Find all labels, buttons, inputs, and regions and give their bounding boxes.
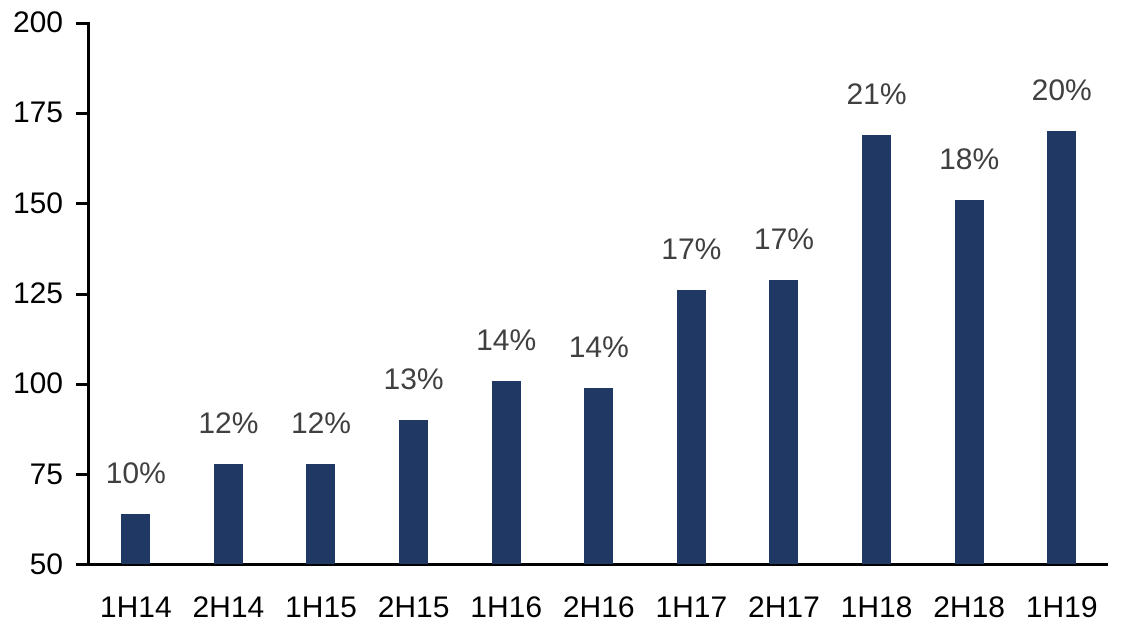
y-tick-label: 175 xyxy=(12,96,63,130)
x-tick-label: 1H18 xyxy=(840,591,913,624)
bar-value-label: 20% xyxy=(1031,74,1092,108)
y-tick-label: 125 xyxy=(12,277,63,310)
bar-value-label: 10% xyxy=(105,457,166,491)
x-tick-label: 2H15 xyxy=(377,591,450,624)
bar xyxy=(954,200,984,564)
bar xyxy=(306,463,336,564)
bar xyxy=(399,420,429,564)
y-tick-mark xyxy=(76,111,89,115)
y-tick-label: 75 xyxy=(29,457,63,491)
y-tick-mark xyxy=(76,473,89,477)
y-tick-mark xyxy=(76,382,89,386)
y-tick-label: 200 xyxy=(12,6,63,39)
bar-value-label: 17% xyxy=(753,222,814,256)
x-tick-label: 2H17 xyxy=(748,591,820,624)
y-tick-label: 100 xyxy=(12,367,63,401)
y-tick-mark xyxy=(76,292,89,296)
x-tick-label: 2H18 xyxy=(933,591,1005,624)
bar-value-label: 17% xyxy=(661,233,722,267)
bar xyxy=(1047,131,1077,564)
x-tick-label: 2H16 xyxy=(562,591,635,624)
y-tick-mark xyxy=(76,21,89,25)
y-tick-label: 150 xyxy=(12,186,63,220)
x-tick-label: 1H19 xyxy=(1025,591,1098,624)
x-tick-label: 2H14 xyxy=(192,591,265,624)
bar-value-label: 18% xyxy=(939,143,1000,177)
x-tick-label: 1H14 xyxy=(99,591,172,624)
bar xyxy=(121,514,151,564)
y-tick-mark xyxy=(76,202,89,206)
bar xyxy=(676,290,706,564)
bar xyxy=(769,279,799,564)
bar-value-label: 14% xyxy=(476,323,537,357)
x-tick-label: 1H15 xyxy=(285,591,357,624)
x-tick-label: 1H17 xyxy=(655,591,728,624)
x-tick-label: 1H16 xyxy=(470,591,542,624)
y-tick-label: 50 xyxy=(29,548,63,581)
bar-value-label: 21% xyxy=(846,78,907,111)
bar-value-label: 14% xyxy=(568,330,629,364)
x-axis-line xyxy=(76,563,1108,566)
bar-value-label: 12% xyxy=(198,406,259,440)
bar xyxy=(584,387,614,564)
bar-value-label: 12% xyxy=(290,406,351,440)
bar xyxy=(213,463,243,564)
bar-value-label: 13% xyxy=(383,363,444,397)
bar xyxy=(491,380,521,564)
bar xyxy=(862,135,892,564)
